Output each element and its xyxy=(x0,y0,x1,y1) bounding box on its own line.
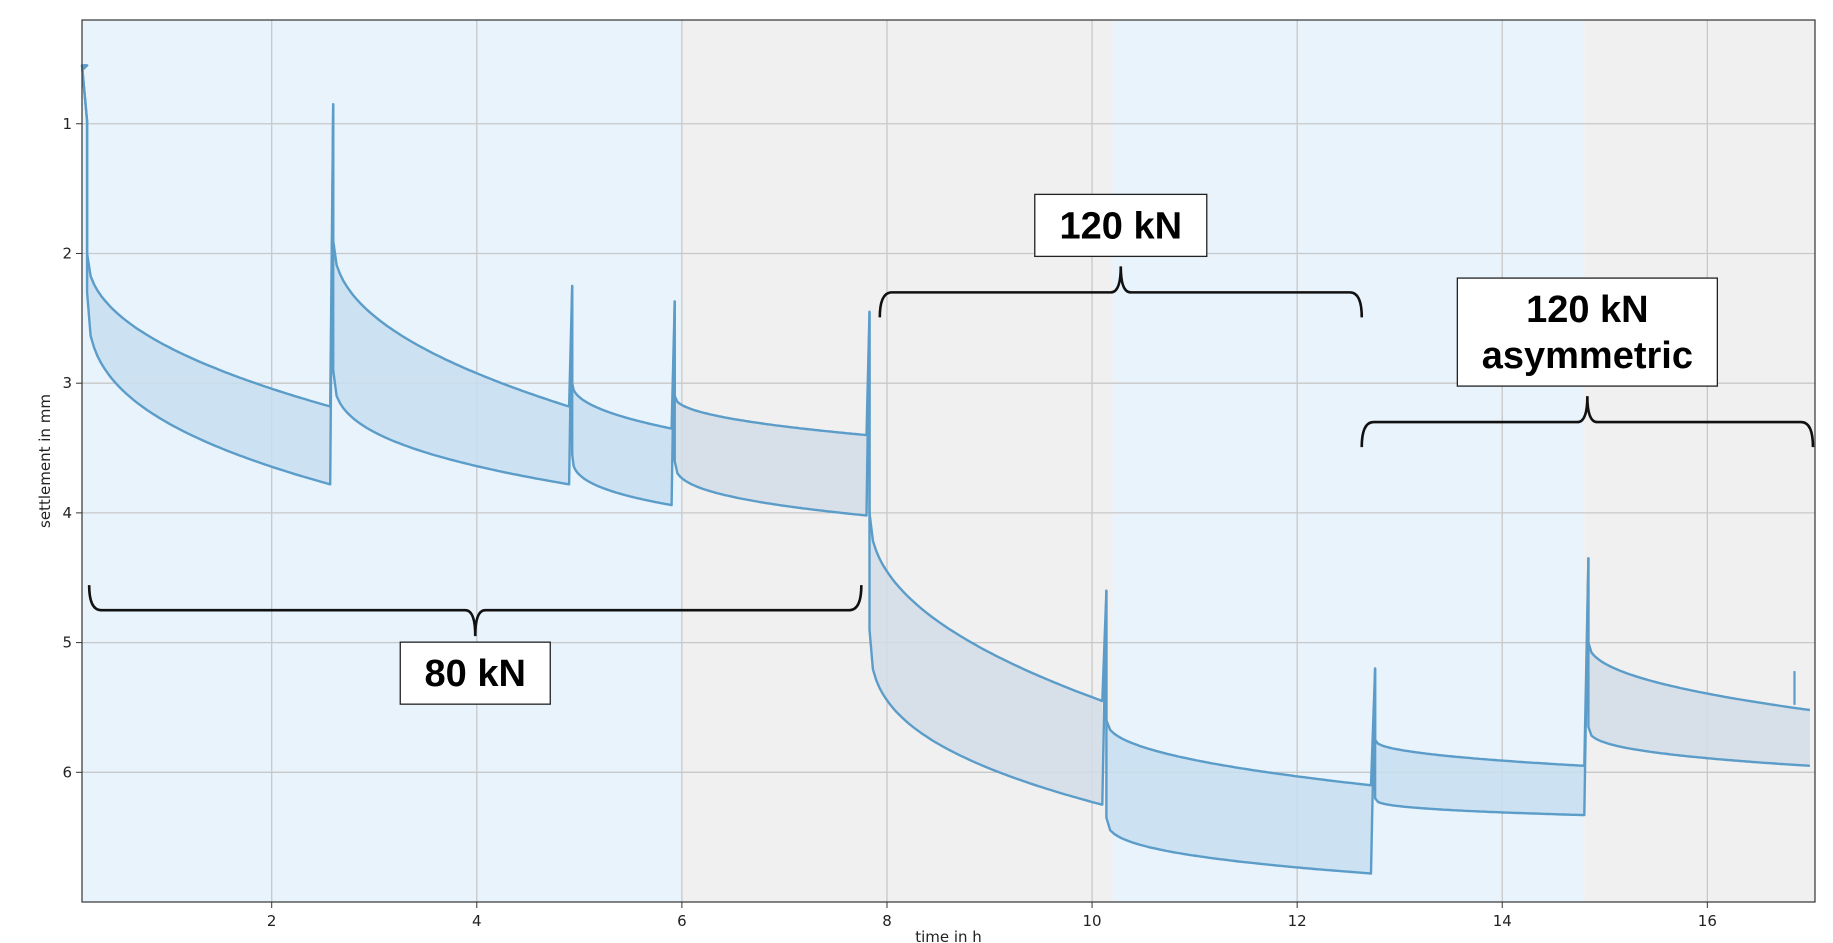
fill-segment-8 xyxy=(1588,642,1810,766)
x-tick-label: 14 xyxy=(1493,912,1512,930)
series-lines xyxy=(80,64,1811,875)
annotation-box-1 xyxy=(399,641,551,705)
fill-segment-3 xyxy=(572,383,672,506)
upper-envelope-line xyxy=(80,64,1811,787)
x-tick-label: 2 xyxy=(267,912,277,930)
x-tick-label: 16 xyxy=(1698,912,1717,930)
y-axis-label: settlement in mm xyxy=(36,394,54,528)
y-tick-label: 1 xyxy=(62,115,72,133)
x-axis-label: time in h xyxy=(915,928,982,943)
x-tick-label: 6 xyxy=(677,912,687,930)
x-tick-label: 12 xyxy=(1288,912,1307,930)
fill-segment-6 xyxy=(1106,720,1371,874)
x-tick-label: 8 xyxy=(882,912,892,930)
background-band-4 xyxy=(1584,20,1815,902)
y-tick-label: 4 xyxy=(62,504,72,522)
annotation-label: 120 kN xyxy=(1060,205,1183,247)
plot-frame xyxy=(81,19,1816,903)
fill-segment-7 xyxy=(1375,739,1585,816)
y-tick-label: 3 xyxy=(62,374,72,392)
lower-envelope-line xyxy=(80,64,1810,875)
y-tick-label: 2 xyxy=(62,244,72,262)
fill-segment-1 xyxy=(87,253,331,485)
annotation-label: asymmetric xyxy=(1482,335,1693,377)
annotation-label: 120 kN xyxy=(1526,289,1649,331)
background-band-3 xyxy=(1112,20,1585,902)
fill-segment-5 xyxy=(869,512,1103,805)
fill-segment-4 xyxy=(674,396,867,516)
annotation-box-3 xyxy=(1456,277,1719,387)
background-bands xyxy=(82,20,1815,902)
y-tick-label: 6 xyxy=(62,763,72,781)
annotation-label: 80 kN xyxy=(425,653,526,695)
x-tick-label: 10 xyxy=(1083,912,1102,930)
annotation-box-2 xyxy=(1034,193,1208,258)
y-tick-label: 5 xyxy=(62,634,72,652)
x-tick-label: 4 xyxy=(472,912,482,930)
